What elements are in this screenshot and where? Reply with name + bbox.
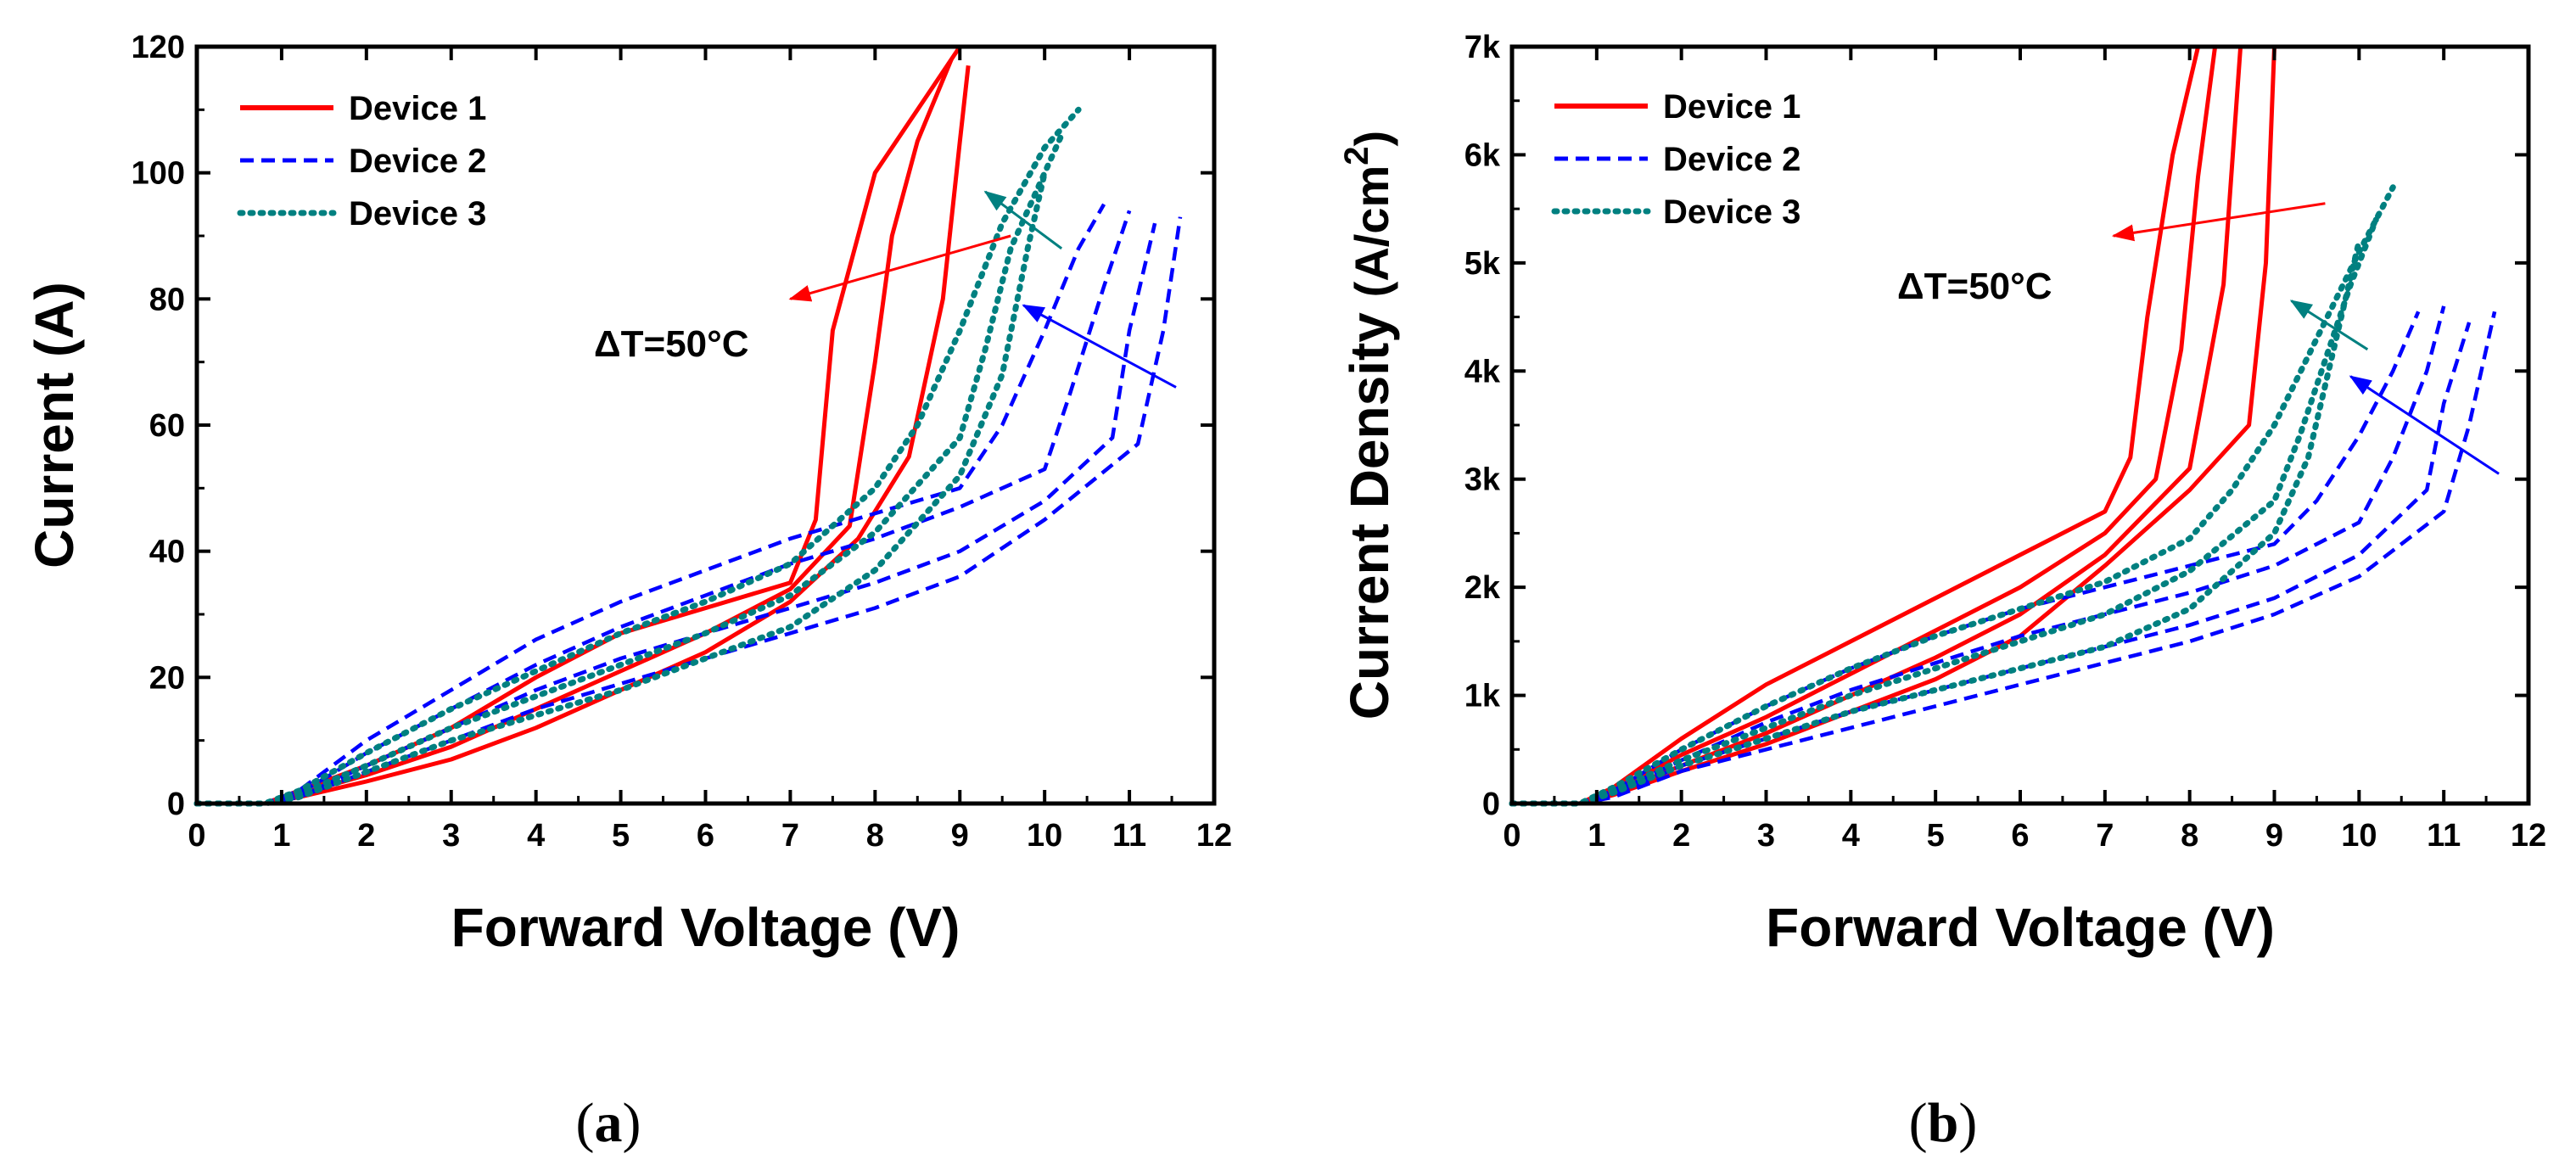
panel-a-caption: (a) [576, 1092, 641, 1154]
panel-b-x-tick-label: 4 [1842, 818, 1860, 854]
panel-b-delta-t-annotation: ΔT=50°C [1897, 266, 2052, 307]
panel-b-x-tick-label: 11 [2427, 818, 2461, 854]
panel-a-x-tick-label: 0 [188, 818, 205, 854]
panel-b-series-device-3-curve-9 [1509, 216, 2379, 807]
panel-b-legend-label-1: Device 1 [1663, 88, 1800, 126]
panel-a-series-device-2-curve-6 [197, 216, 1183, 806]
panel-a-legend-label-3: Device 3 [349, 195, 486, 232]
panel-a-y-tick-label: 20 [149, 660, 185, 696]
panel-b-y-tick-label: 7k [1464, 30, 1501, 65]
panel-b-legend-label-3: Device 3 [1663, 193, 1800, 231]
panel-b-series-device-2-curve-7 [1512, 311, 2497, 806]
panel-a-y-tick-label: 60 [149, 408, 185, 444]
panel-b-x-tick-label: 7 [2096, 818, 2114, 854]
panel-a-x-tick-label: 5 [612, 818, 630, 854]
panel-b-trend-arrow-2 [2349, 375, 2500, 475]
panel-b-trend-arrow-0 [2111, 202, 2326, 242]
panel-a-trend-arrow-1 [983, 190, 1063, 250]
panel-a-x-tick-label: 3 [442, 818, 460, 854]
panel-a-y-tick-label: 100 [132, 156, 185, 192]
panel-a-trend-arrow-0 [788, 234, 1011, 302]
panel-a-x-tick-label: 9 [951, 818, 969, 854]
panel-b-legend-label-2: Device 2 [1663, 141, 1800, 178]
panel-a-series-device-3-curve-8 [193, 132, 1065, 807]
panel-a-series-device-1-curve-2 [197, 65, 971, 806]
panel-b-x-tick-label: 10 [2341, 818, 2377, 854]
panel-b-x-tick-label: 0 [1503, 818, 1520, 854]
panel-b-x-tick-label: 9 [2265, 818, 2283, 854]
panel-a-x-axis-label: Forward Voltage (V) [451, 897, 960, 958]
panel-a-series-device-3-curve-7 [193, 106, 1082, 807]
panel-a-y-axis-label: Current (A) [24, 282, 85, 568]
panel-a-x-tick-label: 12 [1196, 818, 1232, 854]
panel-a-delta-t-annotation: ΔT=50°C [594, 323, 749, 365]
panel-a-x-tick-label: 11 [1112, 818, 1146, 854]
panel-a-y-tick-label: 120 [132, 30, 185, 65]
panel-a-series-device-3-curve-9 [193, 170, 1048, 807]
panel-b-series-device-2-curve-4 [1512, 311, 2421, 806]
panel-b-y-tick-label: 6k [1464, 137, 1501, 173]
panel-a-x-tick-label: 6 [697, 818, 714, 854]
panel-b-caption: (b) [1909, 1092, 1978, 1154]
panel-a-x-tick-label: 2 [357, 818, 375, 854]
panel-b-y-tick-label: 5k [1464, 246, 1501, 282]
panel-a-series-device-1-curve-1 [197, 58, 954, 806]
panel-b-x-tick-label: 8 [2181, 818, 2198, 854]
panel-a-x-tick-label: 7 [781, 818, 799, 854]
panel-a-y-tick-label: 0 [167, 787, 185, 822]
panel-b-trend-arrow-1 [2289, 300, 2369, 351]
panel-a-series-device-2-curve-5 [197, 222, 1157, 806]
panel-b-x-tick-label: 1 [1588, 818, 1605, 854]
panel-b-y-tick-label: 0 [1482, 787, 1500, 822]
panel-b-y-axis-label: Current Density (A/cm2) [1338, 131, 1400, 720]
panel-b-x-tick-label: 2 [1672, 818, 1690, 854]
panel-a-x-tick-label: 8 [866, 818, 884, 854]
panel-a-series-device-2-curve-3 [197, 203, 1106, 806]
panel-b-y-tick-label: 1k [1464, 679, 1501, 714]
panel-b-x-tick-label: 12 [2511, 818, 2546, 854]
panel-a-x-tick-label: 4 [527, 818, 545, 854]
panel-a-x-tick-label: 10 [1027, 818, 1062, 854]
panel-a-series-device-2-curve-4 [197, 210, 1132, 806]
panel-a-legend-label-1: Device 1 [349, 90, 486, 127]
panel-b-x-axis-label: Forward Voltage (V) [1766, 897, 2275, 958]
panel-b-x-tick-label: 3 [1757, 818, 1775, 854]
panel-a-trend-arrow-2 [1022, 304, 1177, 389]
panel-b-y-tick-label: 3k [1464, 462, 1501, 498]
panel-a-x-tick-label: 1 [272, 818, 290, 854]
panel-a-y-tick-label: 80 [149, 282, 185, 317]
panel-a-legend-label-2: Device 2 [349, 143, 486, 180]
panel-b-series-device-3-curve-8 [1509, 184, 2396, 807]
panel-b-y-tick-label: 2k [1464, 570, 1501, 606]
panel-b-series-device-3-curve-10 [1509, 238, 2362, 807]
panel-b-x-tick-label: 6 [2011, 818, 2029, 854]
panel-a-y-tick-label: 40 [149, 535, 185, 570]
panel-b-y-tick-label: 4k [1464, 354, 1501, 389]
panel-b-x-tick-label: 5 [1927, 818, 1945, 854]
panel-b-series-device-2-curve-5 [1512, 305, 2446, 806]
